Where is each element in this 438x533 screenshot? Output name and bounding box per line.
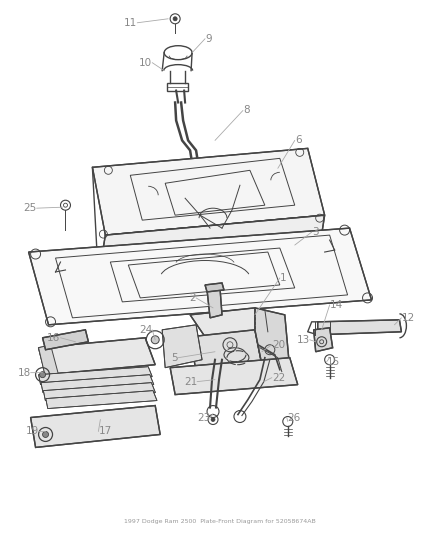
Text: 23: 23	[196, 413, 209, 423]
Polygon shape	[254, 308, 289, 370]
Text: 8: 8	[242, 106, 249, 116]
Polygon shape	[28, 228, 371, 325]
Polygon shape	[317, 320, 400, 335]
Text: 17: 17	[98, 426, 111, 437]
Polygon shape	[313, 328, 332, 352]
Text: 20: 20	[271, 340, 284, 350]
Text: 15: 15	[326, 357, 339, 367]
Text: 18: 18	[18, 368, 31, 378]
Text: 10: 10	[139, 58, 152, 68]
Polygon shape	[31, 406, 160, 447]
Text: 16: 16	[47, 333, 60, 343]
Text: 2: 2	[189, 293, 196, 303]
Text: 21: 21	[184, 377, 197, 386]
Polygon shape	[42, 330, 88, 350]
Text: 25: 25	[23, 203, 36, 213]
Polygon shape	[170, 358, 297, 394]
Text: 26: 26	[286, 413, 299, 423]
Polygon shape	[43, 383, 155, 401]
Text: 9: 9	[205, 34, 211, 44]
Text: 6: 6	[294, 135, 301, 146]
Text: 3: 3	[311, 227, 318, 237]
Polygon shape	[39, 367, 152, 385]
Circle shape	[42, 432, 49, 438]
Text: 11: 11	[124, 18, 137, 28]
Text: 14: 14	[329, 300, 342, 310]
Polygon shape	[162, 325, 201, 368]
Text: 5: 5	[171, 353, 178, 363]
Polygon shape	[190, 330, 261, 372]
Circle shape	[173, 17, 177, 21]
Polygon shape	[92, 148, 324, 235]
Polygon shape	[205, 283, 223, 292]
Text: 1997 Dodge Ram 2500  Plate-Front Diagram for 52058674AB: 1997 Dodge Ram 2500 Plate-Front Diagram …	[124, 519, 314, 524]
Polygon shape	[41, 375, 153, 393]
Circle shape	[151, 336, 159, 344]
Text: 1: 1	[279, 273, 286, 283]
Text: 22: 22	[271, 373, 284, 383]
Polygon shape	[190, 308, 269, 337]
Circle shape	[39, 372, 46, 378]
Text: 19: 19	[25, 426, 39, 437]
Circle shape	[211, 417, 215, 422]
Text: 24: 24	[139, 325, 152, 335]
Polygon shape	[39, 338, 155, 375]
Polygon shape	[46, 391, 157, 409]
Polygon shape	[39, 345, 58, 378]
Polygon shape	[98, 215, 324, 278]
Text: 13: 13	[296, 335, 309, 345]
Text: 12: 12	[400, 313, 414, 323]
Polygon shape	[207, 288, 222, 318]
